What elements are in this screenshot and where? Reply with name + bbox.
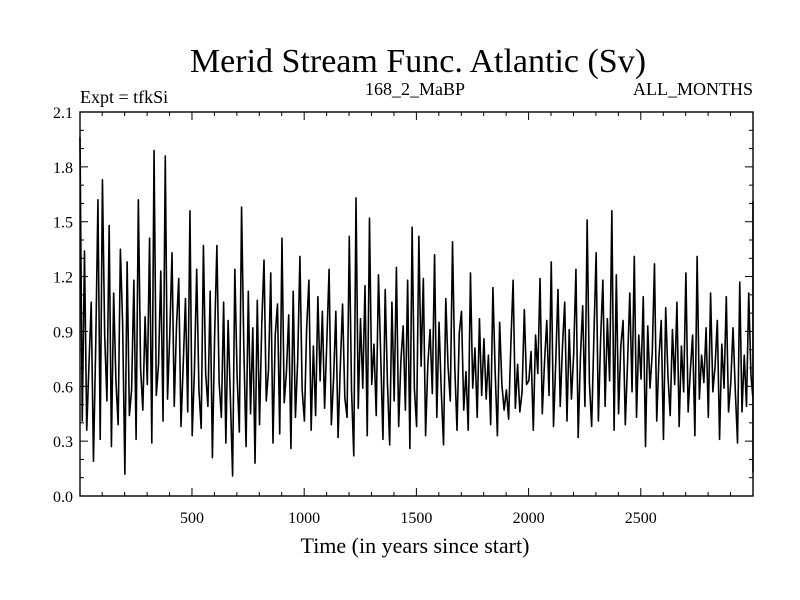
x-axis: 500 1000 1500 2000 2500 — [101, 112, 732, 527]
y-tick-label: 1.8 — [53, 160, 73, 177]
y-tick-label: 0.6 — [53, 379, 73, 396]
x-axis-label: Time (in years since start) — [301, 533, 530, 558]
y-tick-label: 1.2 — [53, 270, 73, 287]
experiment-label: Expt = tfkSi — [80, 87, 168, 107]
run-label: 168_2_MaBP — [365, 79, 465, 99]
x-tick-label: 1000 — [288, 510, 320, 527]
y-tick-label: 0.9 — [53, 324, 73, 341]
y-tick-label: 0.3 — [53, 434, 73, 451]
y-axis: 0.0 0.3 0.6 0.9 1.2 1.5 1.8 2.1 — [53, 105, 753, 506]
x-tick-label: 2500 — [625, 510, 657, 527]
x-tick-label: 1500 — [400, 510, 432, 527]
series-line — [79, 136, 754, 477]
x-tick-label: 500 — [180, 510, 204, 527]
chart-title: Merid Stream Func. Atlantic (Sv) — [190, 43, 646, 80]
plot-frame — [79, 111, 754, 497]
y-tick-label: 1.5 — [53, 215, 73, 232]
y-tick-label: 2.1 — [53, 105, 73, 122]
months-label: ALL_MONTHS — [633, 79, 753, 99]
x-tick-label: 2000 — [513, 510, 545, 527]
y-tick-label: 0.0 — [53, 489, 73, 506]
